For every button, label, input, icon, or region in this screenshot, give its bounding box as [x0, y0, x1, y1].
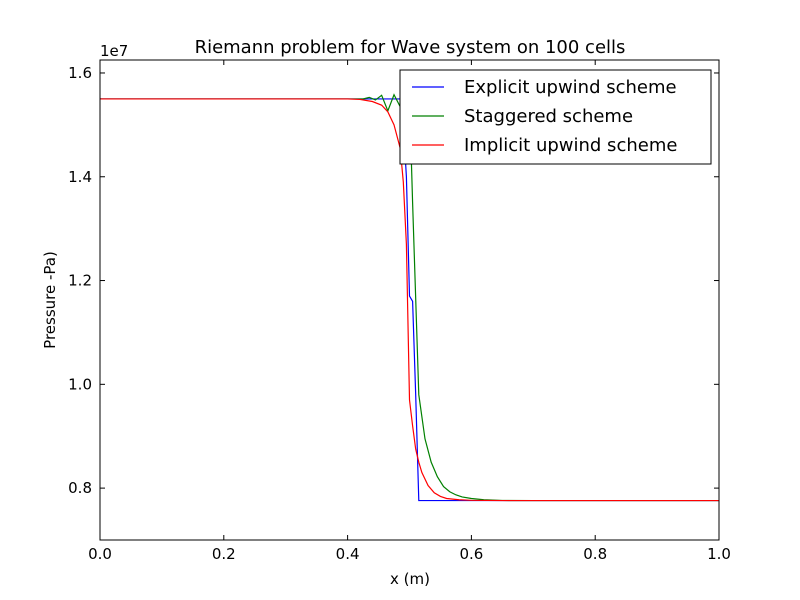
chart-title: Riemann problem for Wave system on 100 c…	[195, 37, 626, 58]
legend-label: Explicit upwind scheme	[464, 77, 677, 98]
y-tick-label: 1.0	[68, 375, 92, 393]
y-tick-label: 1.6	[68, 64, 92, 82]
x-ticks: 0.0 0.2 0.4 0.6 0.8 1.0	[88, 60, 731, 563]
series-line-2	[100, 98, 719, 502]
plot-frame	[99, 59, 720, 541]
x-tick-label: 0.6	[459, 545, 483, 563]
y-tick-label: 1.4	[68, 168, 92, 186]
legend-box	[399, 69, 712, 165]
x-tick-label: 1.0	[707, 545, 731, 563]
x-tick-label: 0.2	[212, 545, 236, 563]
legend: Explicit upwind scheme Staggered scheme Im…	[399, 69, 712, 165]
x-tick-label: 0.8	[583, 545, 607, 563]
y-ticks: 0.8 1.0 1.2 1.4 1.6	[68, 64, 719, 497]
legend-label: Implicit upwind scheme	[464, 135, 677, 156]
y-offset-label: 1e7	[100, 42, 128, 60]
plot-lines	[100, 93, 719, 502]
legend-label: Staggered scheme	[464, 106, 633, 127]
series-line-1	[100, 93, 719, 502]
x-tick-label: 0.4	[336, 545, 360, 563]
y-tick-label: 0.8	[68, 479, 92, 497]
y-axis-label: Pressure -Pa)	[41, 251, 59, 349]
y-tick-label: 1.2	[68, 272, 92, 290]
x-tick-label: 0.0	[88, 545, 112, 563]
x-axis-label: x (m)	[390, 570, 430, 588]
